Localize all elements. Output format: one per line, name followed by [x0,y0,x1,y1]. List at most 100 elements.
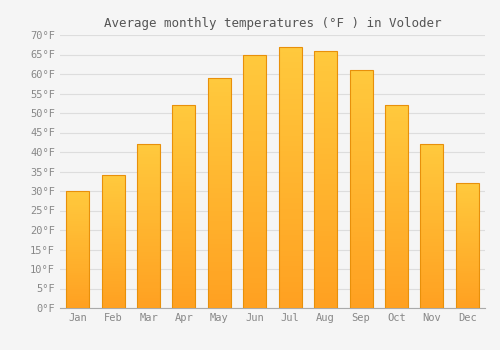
Bar [66,240,89,243]
Bar [244,278,266,283]
Bar [244,85,266,90]
Bar [350,246,372,251]
Bar [208,216,231,220]
Bar [314,251,337,257]
Bar [278,104,301,110]
Bar [102,186,124,189]
Bar [137,219,160,223]
Bar [66,212,89,215]
Bar [172,190,196,195]
Bar [278,276,301,282]
Bar [208,87,231,92]
Bar [456,303,479,306]
Bar [208,156,231,161]
Bar [420,190,444,193]
Bar [66,233,89,236]
Bar [102,212,124,215]
Bar [137,193,160,197]
Bar [314,51,337,56]
Bar [66,280,89,282]
Bar [137,275,160,279]
Bar [385,292,408,296]
Bar [172,275,196,280]
Bar [456,290,479,293]
Bar [102,194,124,197]
Bar [350,303,372,308]
Bar [420,170,444,174]
Bar [420,174,444,177]
Bar [137,239,160,243]
Bar [137,259,160,262]
Bar [137,243,160,246]
Bar [172,288,196,292]
Bar [102,258,124,260]
Bar [278,47,301,52]
Bar [278,177,301,183]
Bar [385,105,408,308]
Bar [420,223,444,226]
Bar [385,178,408,182]
Bar [350,270,372,275]
Bar [278,78,301,83]
Bar [278,235,301,240]
Bar [278,230,301,235]
Bar [208,101,231,105]
Bar [66,236,89,238]
Bar [456,211,479,213]
Bar [456,258,479,261]
Bar [278,141,301,146]
Bar [420,298,444,301]
Bar [66,196,89,198]
Bar [420,259,444,262]
Bar [314,174,337,179]
Bar [102,215,124,218]
Bar [66,266,89,268]
Bar [102,247,124,250]
Bar [244,176,266,181]
Bar [350,194,372,198]
Bar [278,292,301,298]
Bar [208,248,231,253]
Bar [137,213,160,216]
Bar [172,272,196,275]
Bar [350,165,372,170]
Bar [137,295,160,298]
Bar [208,165,231,170]
Bar [350,256,372,260]
Bar [350,113,372,118]
Bar [420,246,444,249]
Bar [137,262,160,265]
Bar [278,156,301,162]
Bar [314,236,337,241]
Bar [420,144,444,147]
Bar [456,240,479,243]
Bar [456,186,479,188]
Bar [137,229,160,233]
Bar [102,220,124,223]
Bar [244,242,266,247]
Bar [66,296,89,299]
Bar [102,244,124,247]
Bar [350,170,372,175]
Bar [208,257,231,262]
Bar [420,265,444,269]
Bar [456,273,479,275]
Bar [278,240,301,245]
Bar [208,92,231,96]
Bar [172,284,196,288]
Bar [244,75,266,80]
Bar [456,253,479,255]
Bar [350,118,372,122]
Bar [350,75,372,79]
Bar [278,183,301,188]
Bar [350,146,372,151]
Bar [456,275,479,278]
Bar [314,293,337,298]
Bar [420,206,444,210]
Bar [350,122,372,127]
Bar [244,105,266,110]
Bar [420,216,444,219]
Bar [314,82,337,87]
Bar [244,55,266,60]
Bar [137,233,160,236]
